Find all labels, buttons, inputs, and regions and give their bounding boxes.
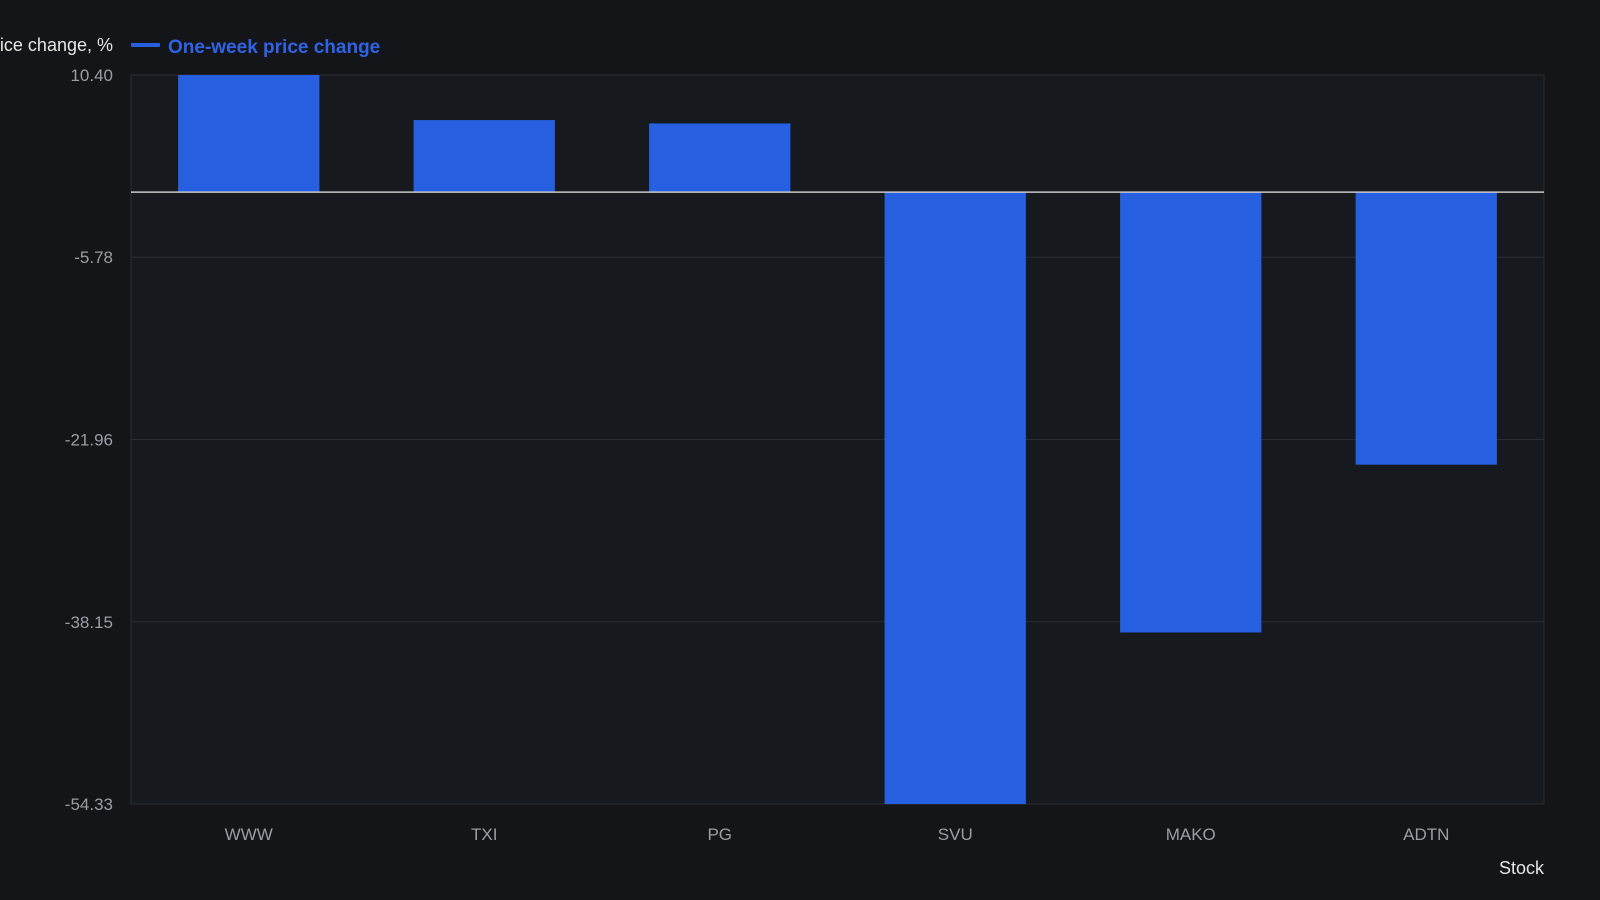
x-axis-label: Stock xyxy=(1499,858,1545,878)
legend-label[interactable]: One-week price change xyxy=(168,37,380,58)
y-tick-label: -38.15 xyxy=(65,613,113,632)
bar-svu[interactable] xyxy=(884,192,1026,804)
x-tick-label: TXI xyxy=(471,825,497,844)
y-axis-label: One-week price change, % xyxy=(0,35,113,55)
x-tick-label: WWW xyxy=(225,825,273,844)
x-tick-label: MAKO xyxy=(1166,825,1216,844)
bar-mako[interactable] xyxy=(1120,192,1262,633)
legend: One-week price change xyxy=(131,37,380,58)
legend-swatch xyxy=(131,43,160,47)
y-tick-label: 10.40 xyxy=(70,66,113,85)
bar-www[interactable] xyxy=(178,75,320,193)
y-tick-label: -21.96 xyxy=(65,430,113,449)
y-tick-label: -5.78 xyxy=(74,248,113,267)
y-axis-ticks: 10.40 -5.78 -21.96 -38.15 -54.33 xyxy=(65,66,113,814)
bar-adtn[interactable] xyxy=(1355,192,1497,465)
grid-lines xyxy=(131,74,1544,805)
bar-txi[interactable] xyxy=(413,120,555,193)
x-tick-label: SVU xyxy=(938,825,973,844)
x-axis-ticks: WWW TXI PG SVU MAKO ADTN xyxy=(225,825,1450,844)
x-tick-label: ADTN xyxy=(1403,825,1449,844)
x-tick-label: PG xyxy=(707,825,732,844)
y-tick-label: -54.33 xyxy=(65,795,113,814)
bar-pg[interactable] xyxy=(649,123,791,193)
bars xyxy=(178,75,1497,804)
